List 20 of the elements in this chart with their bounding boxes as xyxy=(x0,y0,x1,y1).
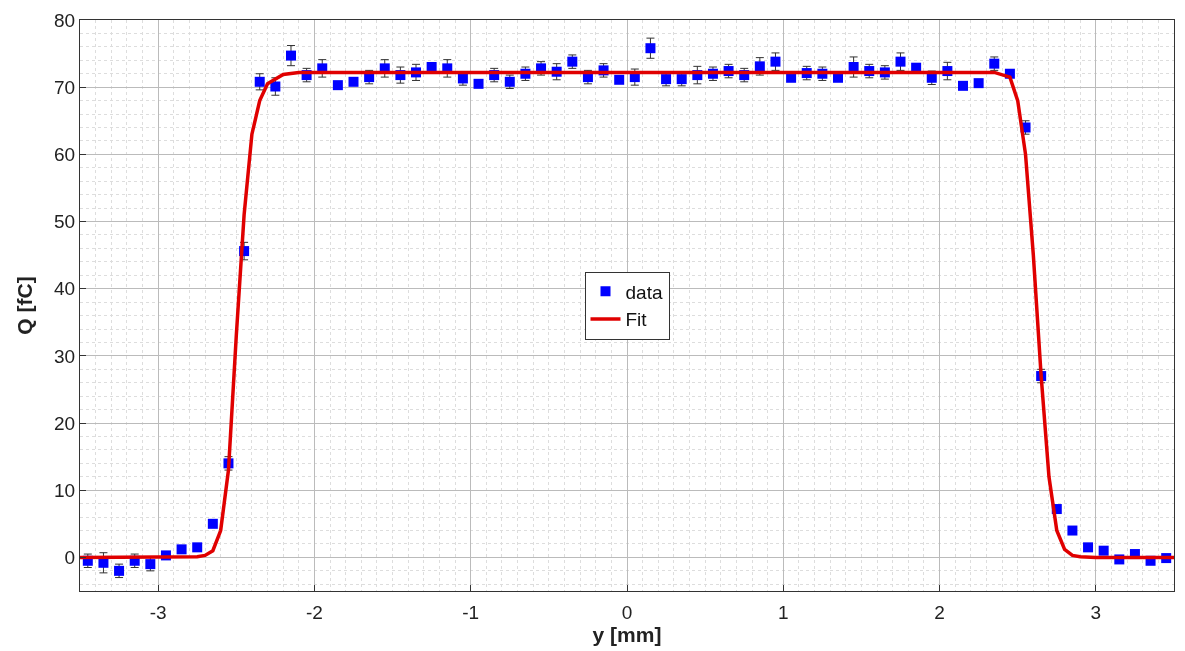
y-tick-label: 40 xyxy=(54,278,76,300)
x-tick-label: 2 xyxy=(934,601,945,623)
legend-label: Fit xyxy=(625,309,648,331)
y-axis-title: Q [fC] xyxy=(13,276,37,335)
y-tick-label: 50 xyxy=(54,211,76,233)
y-tick-label: 10 xyxy=(54,479,76,501)
x-tick-label: -3 xyxy=(149,601,167,623)
y-tick-label: 80 xyxy=(54,9,76,31)
x-tick-label: -1 xyxy=(462,601,480,623)
x-axis-title: y [mm] xyxy=(592,622,662,646)
y-tick-label: 20 xyxy=(54,412,76,434)
y-tick-label: 0 xyxy=(64,547,76,569)
x-tick-label: 3 xyxy=(1090,601,1102,623)
y-tick-label: 70 xyxy=(54,76,76,98)
y-tick-label: 60 xyxy=(54,144,76,165)
x-tick-label: 0 xyxy=(621,601,633,623)
legend-label: data xyxy=(625,281,663,303)
x-tick-label: -2 xyxy=(305,601,323,623)
x-tick-label: 1 xyxy=(778,601,789,623)
y-tick-label: 30 xyxy=(54,345,76,367)
